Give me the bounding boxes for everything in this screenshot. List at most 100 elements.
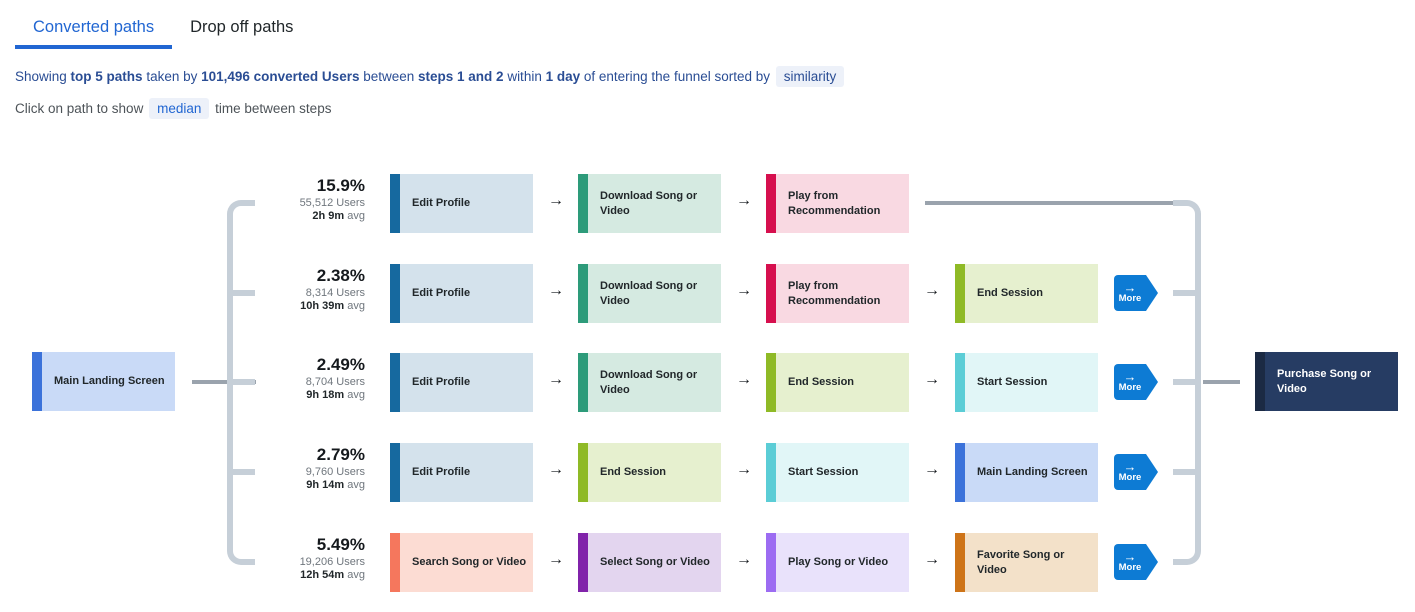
path-avg-time: 9h 14m avg <box>306 479 365 492</box>
summary-segment: taken by <box>142 68 202 84</box>
step-arrow-icon: → <box>924 461 940 478</box>
path-users: 9,760 Users <box>305 465 365 478</box>
step-arrow-icon: → <box>548 282 564 299</box>
summary-segment: between <box>359 68 419 84</box>
tab-converted-paths[interactable]: Converted paths <box>15 14 173 49</box>
node-label: Download Song or Video <box>600 189 698 217</box>
hint-prefix: Click on path to show <box>15 100 144 116</box>
node-step[interactable]: Download Song or Video <box>578 264 721 323</box>
more-button[interactable]: → More <box>1114 544 1158 580</box>
right-bracket-stub <box>1173 469 1201 475</box>
summary-segment: top 5 paths <box>70 68 143 84</box>
more-arrow-icon: → <box>1123 548 1137 564</box>
more-button[interactable]: → More <box>1114 275 1158 311</box>
path-stats[interactable]: 5.49% 19,206 Users 12h 54m avg <box>235 535 365 583</box>
path-stats[interactable]: 2.49% 8,704 Users 9h 18m avg <box>235 355 365 403</box>
more-arrow-icon: → <box>1123 279 1137 295</box>
node-step[interactable]: Download Song or Video <box>578 353 721 412</box>
step-arrow-icon: → <box>736 192 752 209</box>
summary-segment: 101,496 converted Users <box>201 68 360 84</box>
path-avg-time: 10h 39m avg <box>300 300 365 313</box>
path-users: 55,512 Users <box>299 196 365 209</box>
node-step[interactable]: Play from Recommendation <box>766 174 909 233</box>
summary-segment: of entering the funnel sorted by <box>580 68 774 84</box>
step-arrow-icon: → <box>924 371 940 388</box>
node-label: Start Session <box>788 466 859 479</box>
path-users: 8,704 Users <box>305 375 365 388</box>
end-connector-line <box>1203 380 1240 384</box>
node-label: Favorite Song or Video <box>977 548 1065 576</box>
node-label: Download Song or Video <box>600 368 698 396</box>
median-selector[interactable]: median <box>149 97 210 119</box>
node-step[interactable]: Edit Profile <box>390 353 533 412</box>
right-bracket-stub <box>1173 379 1201 385</box>
path-avg-time: 2h 9m avg <box>312 210 365 223</box>
node-step[interactable]: Edit Profile <box>390 443 533 502</box>
tab-label: Converted paths <box>33 18 155 36</box>
step-arrow-icon: → <box>924 282 940 299</box>
path-percent: 2.49% <box>316 355 365 374</box>
step-arrow-icon: → <box>924 551 940 568</box>
node-step[interactable]: Search Song or Video <box>390 533 533 592</box>
node-purchase-song-or-video[interactable]: Purchase Song or Video <box>1255 352 1398 411</box>
node-step[interactable]: End Session <box>578 443 721 502</box>
node-step[interactable]: Play Song or Video <box>766 533 909 592</box>
summary-segment: steps 1 and 2 <box>418 68 504 84</box>
tab-drop-off-paths[interactable]: Drop off paths <box>172 14 311 49</box>
node-label: End Session <box>977 287 1044 300</box>
node-label: Main Landing Screen <box>977 466 1088 479</box>
summary-text: Showing top 5 paths taken by 101,496 con… <box>15 65 1415 87</box>
step-arrow-icon: → <box>548 461 564 478</box>
more-label: More <box>1118 561 1142 573</box>
node-step[interactable]: Start Session <box>955 353 1098 412</box>
path-stats[interactable]: 2.79% 9,760 Users 9h 14m avg <box>235 445 365 493</box>
node-step[interactable]: Play from Recommendation <box>766 264 909 323</box>
tab-label: Drop off paths <box>190 18 294 36</box>
step-arrow-icon: → <box>548 371 564 388</box>
left-bracket-stub <box>227 469 255 475</box>
path-users: 8,314 Users <box>305 286 365 299</box>
path1-end-connector-line <box>925 201 1175 205</box>
node-step[interactable]: Edit Profile <box>390 264 533 323</box>
node-main-landing-screen[interactable]: Main Landing Screen <box>32 352 175 411</box>
node-step[interactable]: End Session <box>955 264 1098 323</box>
left-bracket-stub <box>227 290 255 296</box>
node-label: End Session <box>600 466 667 479</box>
hint-text: Click on path to show median time betwee… <box>15 97 1415 119</box>
node-step[interactable]: End Session <box>766 353 909 412</box>
tab-bar: Converted paths Drop off paths <box>0 0 1415 49</box>
node-label: Edit Profile <box>412 197 471 210</box>
node-step[interactable]: Start Session <box>766 443 909 502</box>
node-label: End Session <box>788 376 855 389</box>
summary-segment: Showing <box>15 68 71 84</box>
node-label: Download Song or Video <box>600 279 698 307</box>
paths-diagram: Main Landing Screen Purchase Song or Vid… <box>0 150 1415 612</box>
path-percent: 15.9% <box>316 176 365 195</box>
path-avg-time: 9h 18m avg <box>306 389 365 402</box>
step-arrow-icon: → <box>548 551 564 568</box>
summary-segment: 1 day <box>545 68 581 84</box>
node-step[interactable]: Favorite Song or Video <box>955 533 1098 592</box>
node-step[interactable]: Download Song or Video <box>578 174 721 233</box>
node-label: Start Session <box>977 376 1048 389</box>
step-arrow-icon: → <box>736 371 752 388</box>
node-label: Edit Profile <box>412 287 471 300</box>
right-bracket-stub <box>1173 290 1201 296</box>
path-percent: 2.79% <box>316 445 365 464</box>
node-step[interactable]: Main Landing Screen <box>955 443 1098 502</box>
path-users: 19,206 Users <box>299 555 365 568</box>
path-stats[interactable]: 15.9% 55,512 Users 2h 9m avg <box>235 176 365 224</box>
node-step[interactable]: Select Song or Video <box>578 533 721 592</box>
more-label: More <box>1118 381 1142 393</box>
node-label: Select Song or Video <box>600 556 710 569</box>
path-percent: 2.38% <box>316 266 365 285</box>
more-button[interactable]: → More <box>1114 364 1158 400</box>
node-label: Edit Profile <box>412 466 471 479</box>
more-arrow-icon: → <box>1123 458 1137 474</box>
step-arrow-icon: → <box>548 192 564 209</box>
node-label: Main Landing Screen <box>54 375 165 388</box>
path-stats[interactable]: 2.38% 8,314 Users 10h 39m avg <box>235 266 365 314</box>
node-step[interactable]: Edit Profile <box>390 174 533 233</box>
more-button[interactable]: → More <box>1114 454 1158 490</box>
similarity-selector[interactable]: similarity <box>775 65 845 87</box>
